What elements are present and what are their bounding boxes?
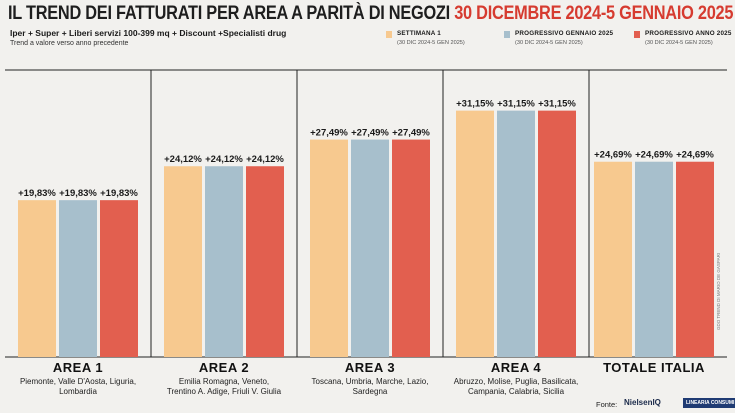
bar	[246, 166, 284, 357]
category-description: Abruzzo, Molise, Puglia, Basilicata,	[454, 377, 579, 386]
data-label: +24,12%	[205, 154, 243, 165]
data-label: +31,15%	[538, 99, 576, 110]
data-label: +19,83%	[59, 188, 97, 199]
category-label: AREA 4	[491, 360, 541, 375]
legend-period: (30 DIC 2024-5 GEN 2025)	[515, 40, 583, 46]
data-label: +24,69%	[594, 150, 632, 161]
data-label: +19,83%	[18, 188, 56, 199]
chart-note: Trend a valore verso anno precedente	[10, 40, 129, 47]
category-description: Trentino A. Adige, Friuli V. Giulia	[167, 387, 282, 396]
legend-label: PROGRESSIVO ANNO 2025	[645, 30, 732, 37]
legend-swatch	[504, 31, 510, 38]
category-label: AREA 2	[199, 360, 249, 375]
data-label: +24,69%	[676, 150, 714, 161]
category-description: Toscana, Umbria, Marche, Lazio,	[312, 377, 429, 386]
data-label: +27,49%	[351, 128, 389, 139]
linearia-logo: LINEARIA CONSUMI	[683, 398, 735, 408]
data-label: +24,12%	[164, 154, 202, 165]
legend-period: (30 DIC 2024-5 GEN 2025)	[397, 40, 465, 46]
bar	[392, 139, 430, 357]
legend-period: (30 DIC 2024-5 GEN 2025)	[645, 40, 713, 46]
legend-swatch	[634, 31, 640, 38]
bar	[205, 166, 243, 357]
chart-title: IL TREND DEI FATTURATI PER AREA A PARITÀ…	[8, 3, 733, 25]
category-description: Piemonte, Valle D'Aosta, Liguria,	[20, 377, 136, 386]
bar	[594, 161, 632, 357]
legend-label: SETTIMANA 1	[397, 30, 441, 37]
category-description: Sardegna	[353, 387, 388, 396]
bar	[310, 139, 348, 357]
bar	[538, 110, 576, 357]
category-label: AREA 3	[345, 360, 395, 375]
data-label: +31,15%	[456, 99, 494, 110]
category-description: Campania, Calabria, Sicilia	[468, 387, 565, 396]
credit-text: GDO TREND DI MARIO DE GASPARI	[716, 252, 721, 330]
category-label: TOTALE ITALIA	[603, 360, 705, 375]
data-label: +19,83%	[100, 188, 138, 199]
category-description: Emilia Romagna, Veneto,	[179, 377, 269, 386]
chart-subtitle: Iper + Super + Liberi servizi 100-399 mq…	[10, 28, 287, 38]
data-label: +24,12%	[246, 154, 284, 165]
bar	[635, 161, 673, 357]
bar	[59, 200, 97, 357]
bar	[351, 139, 389, 357]
category-label: AREA 1	[53, 360, 103, 375]
nielseniq-logo: NielsenIQ	[624, 398, 661, 407]
legend-swatch	[386, 31, 392, 38]
source-label: Fonte:	[596, 400, 618, 409]
bar	[164, 166, 202, 357]
bar	[497, 110, 535, 357]
bar	[676, 161, 714, 357]
data-label: +24,69%	[635, 150, 673, 161]
data-label: +27,49%	[310, 128, 348, 139]
data-label: +27,49%	[392, 128, 430, 139]
bar	[18, 200, 56, 357]
title-main: IL TREND DEI FATTURATI PER AREA A PARITÀ…	[8, 3, 450, 24]
category-description: Lombardia	[59, 387, 97, 396]
bar	[456, 110, 494, 357]
legend-label: PROGRESSIVO GENNAIO 2025	[515, 30, 614, 37]
bar	[100, 200, 138, 357]
data-label: +31,15%	[497, 99, 535, 110]
title-date: 30 DICEMBRE 2024-5 GENNAIO 2025	[454, 3, 734, 24]
